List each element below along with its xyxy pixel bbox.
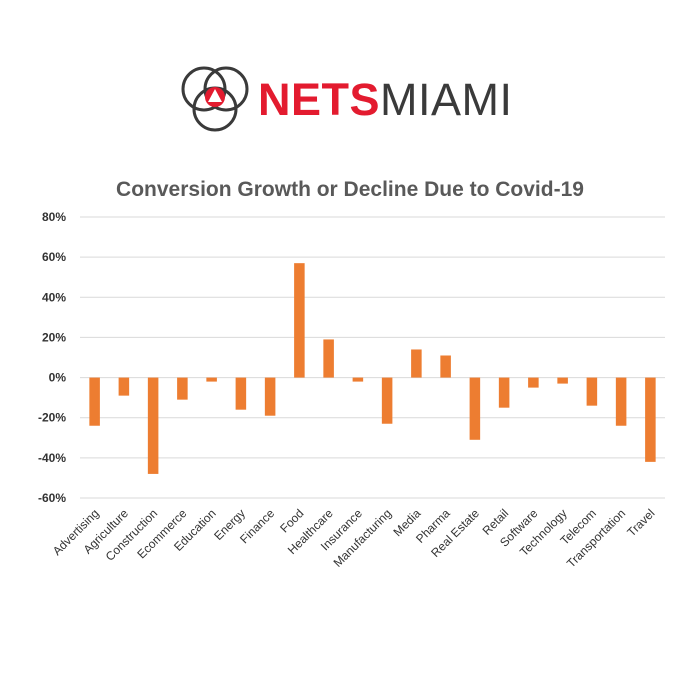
bar-chart: Conversion Growth or Decline Due to Covi… [38,178,665,571]
bar-pharma [440,355,451,378]
y-tick-label: -40% [38,451,66,465]
x-axis-category-labels: AdvertisingAgricultureConstructionEcomme… [50,506,658,571]
y-axis-tick-labels: 80% 60% 40% 20% 0% -20% -40% -60% [38,210,66,505]
y-tick-label: 60% [42,250,66,264]
y-tick-label: 80% [42,210,66,224]
gridlines [80,216,665,499]
bar-healthcare [323,339,334,378]
y-tick-label: -20% [38,411,66,425]
x-category-label: Travel [624,506,657,539]
bars [89,263,656,474]
bar-ecommerce [177,377,188,400]
bar-insurance [352,377,364,382]
bar-transportation [615,377,627,426]
bar-software [528,377,539,388]
bar-retail [498,377,510,408]
y-tick-label: 0% [49,371,67,385]
bar-technology [557,377,568,384]
bar-advertising [89,377,100,426]
brand-wordmark: NETSMIAMI [258,70,513,130]
y-tick-label: 40% [42,290,66,304]
bar-media [411,349,422,378]
bar-telecom [586,377,598,406]
netsmiami-logo-mark-icon [181,66,249,132]
bar-food [294,263,305,378]
bar-real-estate [469,377,481,440]
chart-title: Conversion Growth or Decline Due to Covi… [116,178,584,201]
brand-name-part1: NETS [258,74,381,125]
bar-agriculture [118,377,130,396]
bar-finance [264,377,276,416]
y-tick-label: -60% [38,491,66,505]
brand-logo: NETSMIAMI [176,62,516,138]
bar-education [206,377,217,382]
bar-travel [645,377,656,462]
bar-construction [147,377,159,474]
y-tick-label: 20% [42,330,66,344]
bar-manufacturing [381,377,393,424]
bar-energy [235,377,247,410]
brand-name-part2: MIAMI [380,74,513,125]
